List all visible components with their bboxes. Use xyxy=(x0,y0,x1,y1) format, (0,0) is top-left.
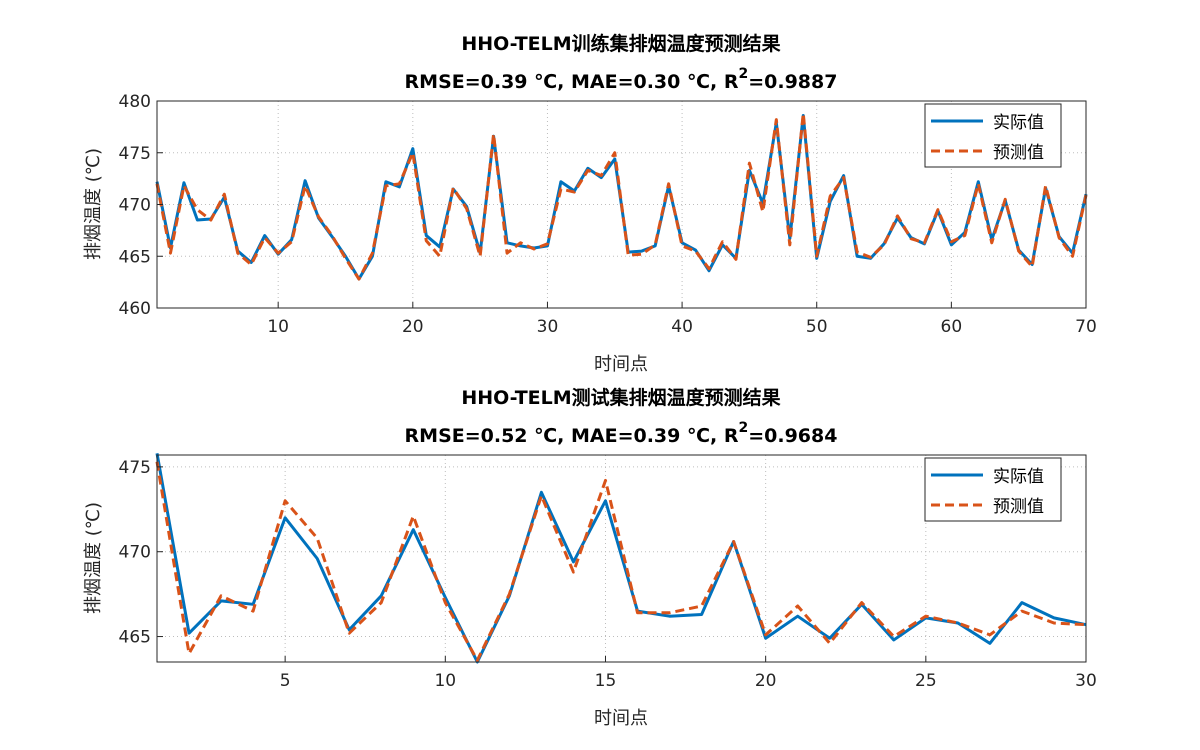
legend-label-actual: 实际值 xyxy=(993,467,1044,487)
subtitle-part-1: RMSE=0.39 ℃, MAE=0.30 ℃, R xyxy=(405,71,739,93)
subtitle-part-2: =0.9684 xyxy=(748,425,837,447)
x-tick-label: 15 xyxy=(595,671,617,691)
series-lines xyxy=(155,453,1087,664)
x-axis-label: 时间点 xyxy=(594,354,648,375)
legend: 实际值 预测值 xyxy=(924,103,1062,168)
legend-box xyxy=(924,457,1062,522)
x-tick-label: 5 xyxy=(280,671,291,691)
chart-train: HHO-TELM训练集排烟温度预测结果 RMSE=0.39 ℃, MAE=0.3… xyxy=(83,32,1097,375)
x-tick-label: 10 xyxy=(434,671,456,691)
series-line-actual xyxy=(155,453,1087,664)
y-tick-label: 465 xyxy=(119,247,151,267)
x-tick-label: 30 xyxy=(1075,671,1097,691)
series-line-predicted xyxy=(155,111,1088,281)
x-tick-label: 10 xyxy=(267,317,289,337)
subtitle-part-1: RMSE=0.52 ℃, MAE=0.39 ℃, R xyxy=(405,425,739,447)
y-tick-label: 470 xyxy=(119,196,151,216)
axis-ticks: 5 10 15 20 25 30 465 470 475 xyxy=(119,458,1097,691)
legend: 实际值 预测值 xyxy=(924,457,1062,522)
series-line-predicted xyxy=(155,461,1087,662)
chart-subtitle: RMSE=0.39 ℃, MAE=0.30 ℃, R2=0.9887 xyxy=(405,66,838,93)
y-tick-label: 465 xyxy=(119,628,151,648)
subtitle-part-2: =0.9887 xyxy=(748,71,837,93)
axis-ticks: 10 20 30 40 50 60 70 460 465 470 475 480 xyxy=(119,92,1097,337)
x-tick-label: 25 xyxy=(915,671,937,691)
x-tick-label: 20 xyxy=(755,671,777,691)
y-tick-label: 460 xyxy=(119,299,151,319)
y-axis-label: 排烟温度 (℃) xyxy=(83,502,104,614)
legend-label-predicted: 预测值 xyxy=(993,497,1044,517)
legend-label-predicted: 预测值 xyxy=(993,143,1044,163)
subtitle-superscript: 2 xyxy=(738,420,748,436)
x-tick-label: 50 xyxy=(806,317,828,337)
chart-title: HHO-TELM测试集排烟温度预测结果 xyxy=(461,386,780,409)
x-axis-label: 时间点 xyxy=(594,708,648,729)
x-tick-label: 70 xyxy=(1075,317,1097,337)
series-lines xyxy=(155,111,1088,281)
chart-title: HHO-TELM训练集排烟温度预测结果 xyxy=(461,32,780,55)
x-tick-label: 40 xyxy=(671,317,693,337)
subtitle-superscript: 2 xyxy=(738,66,748,82)
plot-frame xyxy=(156,454,1087,663)
x-tick-label: 20 xyxy=(402,317,424,337)
y-tick-label: 475 xyxy=(119,144,151,164)
y-axis-label: 排烟温度 (℃) xyxy=(83,148,104,260)
y-tick-label: 480 xyxy=(119,92,151,112)
x-tick-label: 60 xyxy=(941,317,963,337)
y-tick-label: 475 xyxy=(119,458,151,478)
y-tick-label: 470 xyxy=(119,543,151,563)
legend-label-actual: 实际值 xyxy=(993,113,1044,133)
legend-box xyxy=(924,103,1062,168)
chart-subtitle: RMSE=0.52 ℃, MAE=0.39 ℃, R2=0.9684 xyxy=(405,420,838,447)
x-tick-label: 30 xyxy=(537,317,559,337)
chart-test: HHO-TELM测试集排烟温度预测结果 RMSE=0.52 ℃, MAE=0.3… xyxy=(83,386,1097,729)
